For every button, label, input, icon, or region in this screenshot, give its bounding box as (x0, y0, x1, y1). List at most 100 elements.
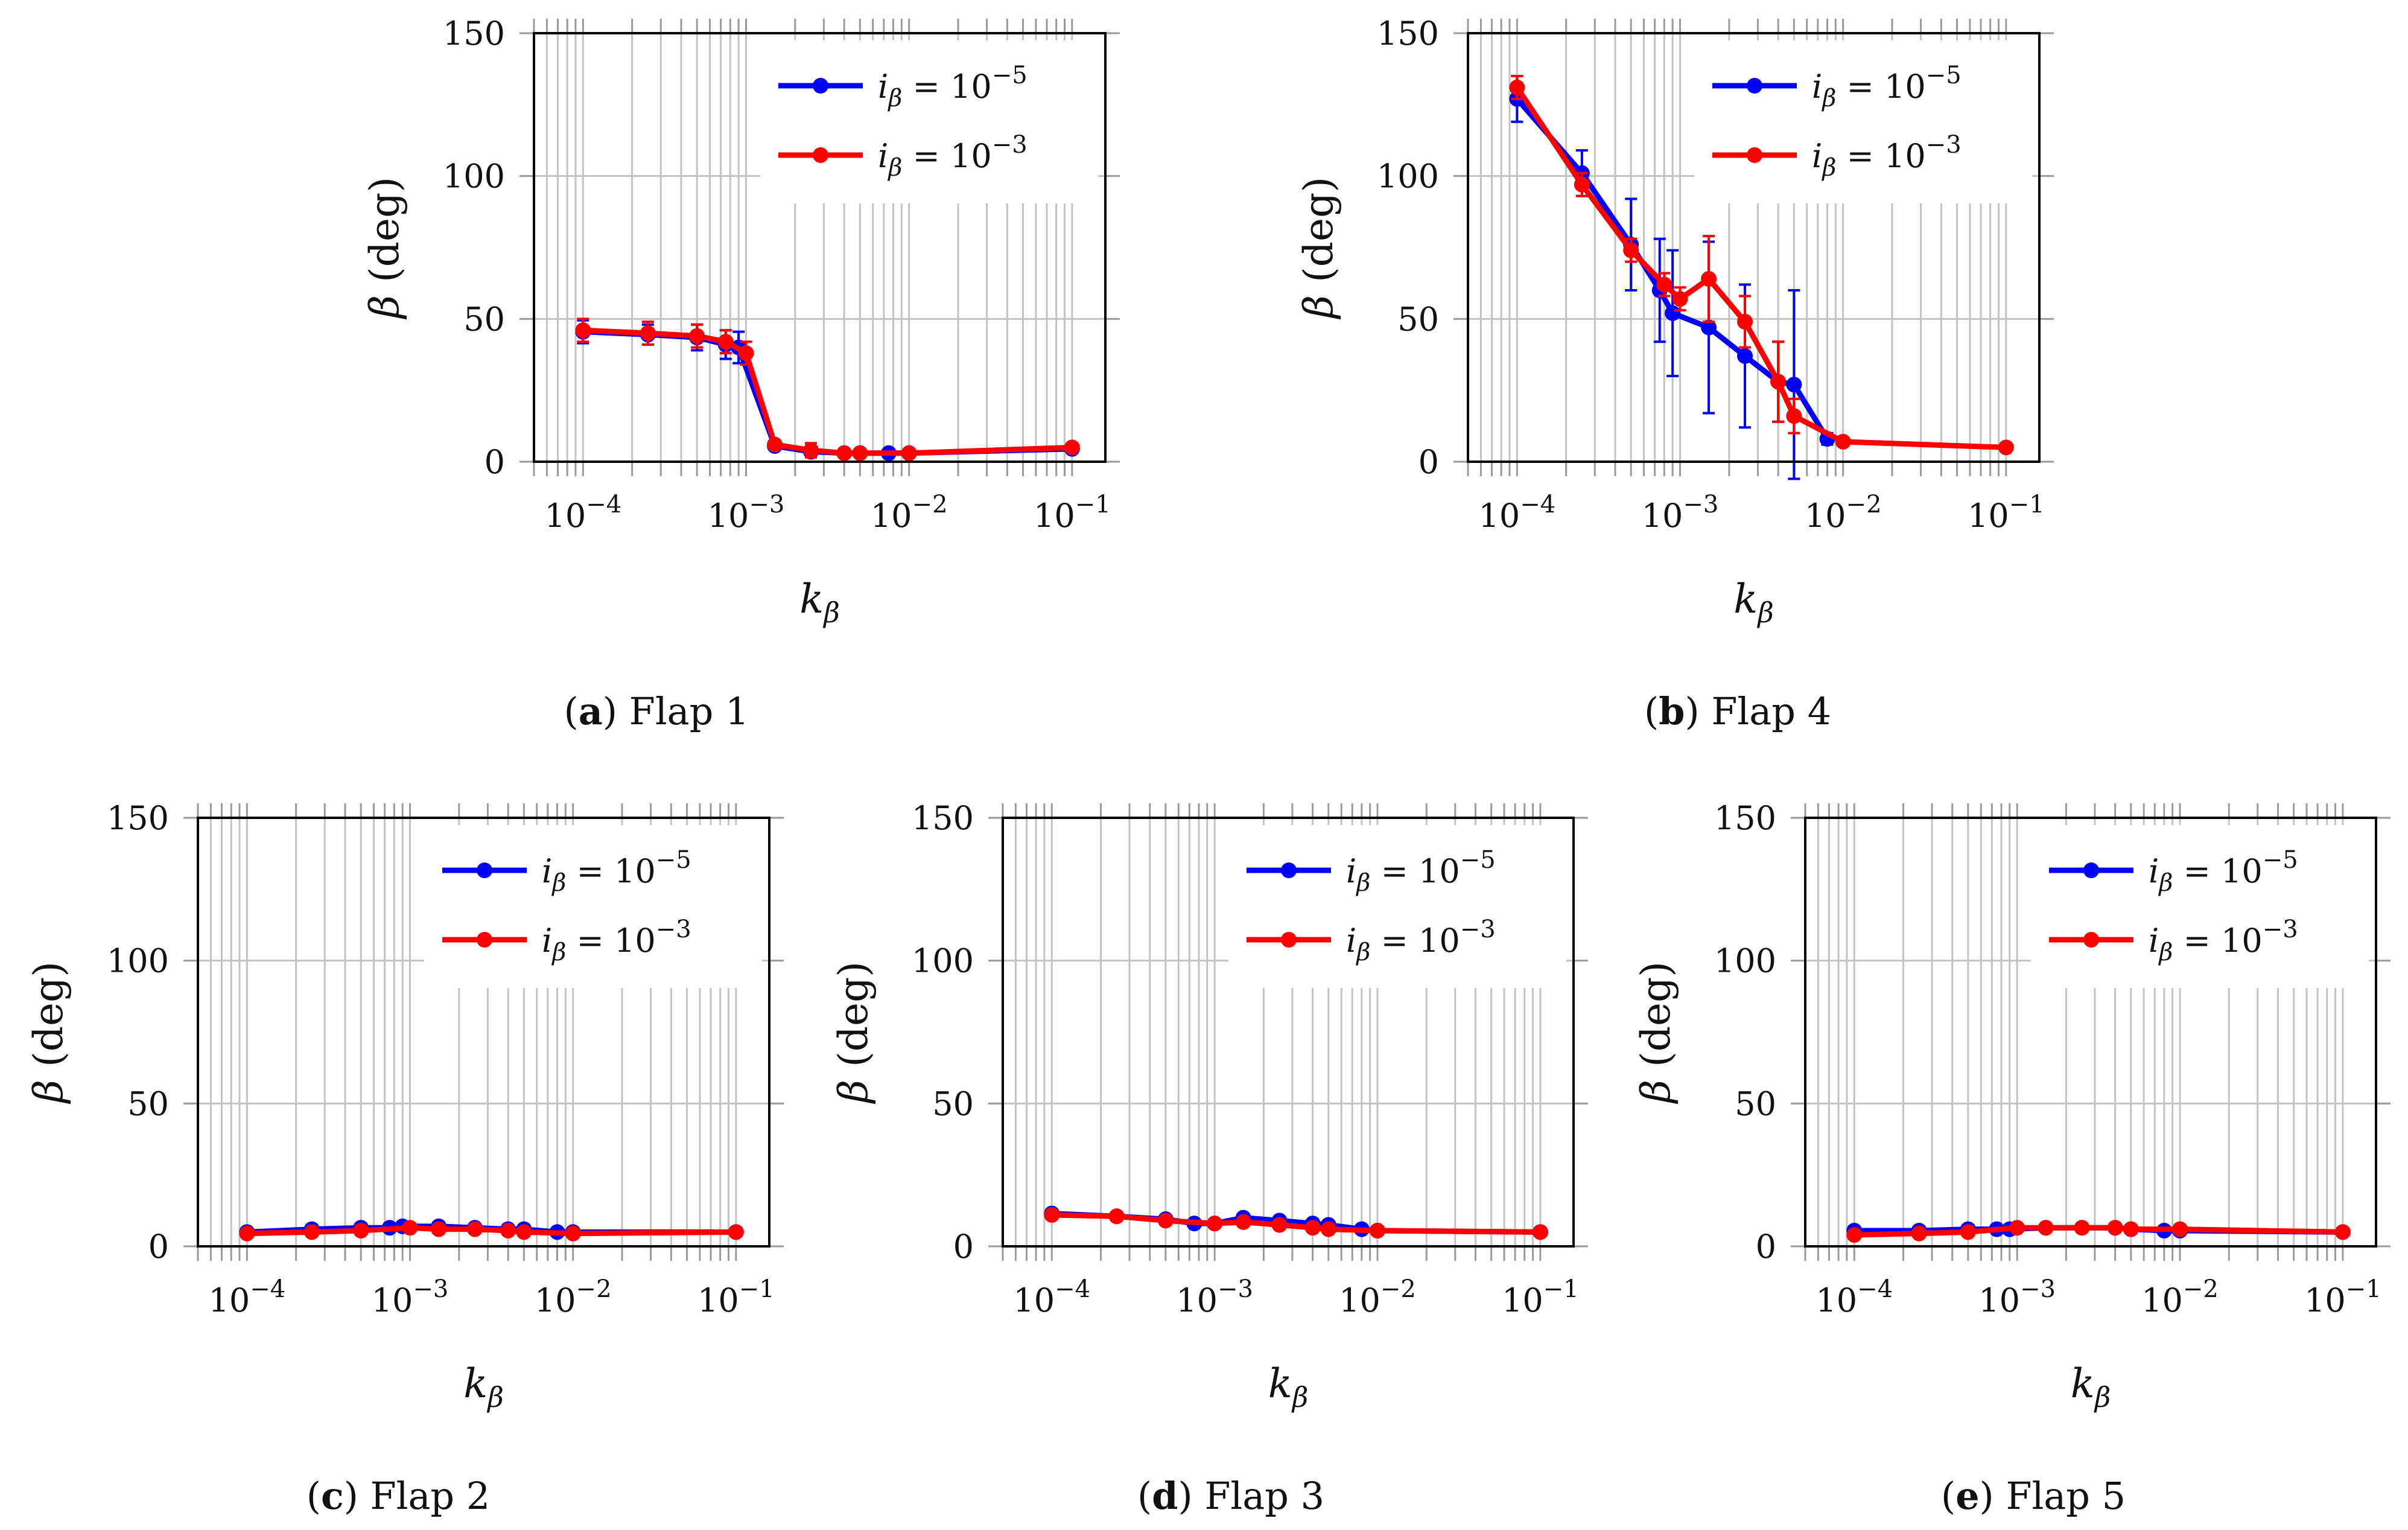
legend-label: iβ = 10−5 (878, 62, 1028, 112)
y-tick-label: 150 (1377, 14, 1439, 53)
data-point (728, 1224, 744, 1240)
data-point (1701, 271, 1717, 287)
data-point (353, 1222, 369, 1238)
legend-marker (477, 862, 492, 878)
chart-panel-e: 0 50 100 150 10−4 10−3 10−2 10−1 kβ β (deg) iβ = 1… (1633, 799, 2391, 1518)
plot-frame (1002, 817, 1575, 1248)
legend-label: iβ = 10−3 (1812, 131, 1962, 182)
x-tick-label: 10−2 (2141, 1275, 2219, 1319)
panel-caption: (c) Flap 2 (307, 1474, 491, 1518)
panel-caption: (e) Flap 5 (1941, 1474, 2126, 1518)
x-axis-label: kβ (1268, 1360, 1309, 1414)
data-point (1911, 1225, 1927, 1242)
data-point (575, 322, 591, 339)
series-red (575, 317, 1080, 461)
series-red (239, 1220, 744, 1242)
legend-marker (813, 78, 828, 94)
series-line (247, 1225, 736, 1237)
y-tick-label: 0 (1756, 1228, 1776, 1266)
panel-caption: (d) Flap 3 (1137, 1474, 1324, 1518)
data-point (2172, 1221, 2188, 1237)
series-red (1846, 1220, 2351, 1243)
data-point (2107, 1220, 2123, 1236)
data-point (901, 445, 917, 461)
x-tick-label: 10−4 (1478, 491, 1555, 535)
y-tick-label: 100 (912, 942, 974, 980)
data-point (1770, 374, 1787, 390)
y-axis-label: β (deg) (25, 961, 72, 1104)
y-tick-label: 0 (484, 443, 505, 481)
y-axis-label: β (deg) (830, 961, 877, 1104)
legend-marker (1281, 862, 1297, 878)
data-point (1574, 176, 1590, 193)
y-tick-label: 150 (107, 799, 169, 837)
series-line (1854, 1225, 2343, 1238)
data-point (1665, 305, 1681, 321)
y-tick-label: 150 (912, 799, 974, 837)
x-tick-label: 10−4 (1013, 1275, 1090, 1319)
legend-box (2031, 825, 2369, 988)
plot-frame (533, 32, 1107, 463)
legend-marker (1281, 932, 1297, 948)
data-point (803, 442, 819, 459)
y-tick-label: 50 (1735, 1085, 1776, 1123)
x-tick-label: 10−2 (535, 1275, 612, 1319)
data-point (1786, 377, 1802, 393)
data-point (1846, 1227, 1863, 1243)
x-axis-label: kβ (799, 576, 840, 629)
legend-label: iβ = 10−3 (1346, 916, 1496, 966)
legend-marker (813, 147, 828, 163)
x-tick-label: 10−4 (208, 1275, 285, 1319)
data-point (738, 345, 754, 362)
legend-marker (2083, 932, 2099, 948)
data-point (1737, 348, 1753, 364)
data-point (1532, 1224, 1548, 1240)
data-point (1320, 1221, 1336, 1237)
data-point (1509, 79, 1525, 95)
data-point (689, 328, 705, 344)
plot-frame (197, 817, 770, 1248)
data-point (1235, 1214, 1251, 1230)
y-tick-label: 100 (107, 942, 169, 980)
legend-marker (1747, 78, 1762, 94)
x-tick-label: 10−2 (871, 491, 948, 535)
legend-label: iβ = 10−5 (542, 846, 691, 897)
data-point (836, 445, 853, 461)
y-axis-label: β (deg) (361, 177, 408, 320)
data-point (500, 1222, 516, 1238)
data-point (303, 1224, 320, 1240)
data-point (852, 445, 868, 461)
data-point (2009, 1220, 2025, 1236)
y-axis-label: β (deg) (1633, 961, 1679, 1104)
legend-label: iβ = 10−3 (878, 131, 1028, 182)
y-tick-label: 0 (1418, 443, 1439, 481)
chart-panel-c: 0 50 100 150 10−4 10−3 10−2 10−1 kβ β (deg) iβ = 1… (25, 799, 784, 1518)
chart-panel-d: 0 50 100 150 10−4 10−3 10−2 10−1 kβ β (deg) iβ = 1… (830, 799, 1588, 1518)
series-line (1514, 97, 1830, 441)
x-axis-label: kβ (1733, 576, 1774, 629)
panel-caption: (b) Flap 4 (1644, 689, 1831, 733)
x-tick-label: 10−3 (1176, 1275, 1253, 1319)
y-tick-label: 150 (1714, 799, 1776, 837)
data-point (2123, 1221, 2139, 1237)
x-axis-label: kβ (463, 1360, 504, 1414)
x-tick-label: 10−2 (1805, 491, 1882, 535)
legend-box (760, 40, 1098, 203)
data-point (1998, 439, 2014, 456)
data-point (1370, 1222, 1386, 1238)
data-point (1108, 1208, 1125, 1225)
legend-box (1694, 40, 2032, 203)
data-point (1271, 1217, 1288, 1233)
data-point (1786, 408, 1802, 424)
y-tick-label: 0 (953, 1228, 974, 1266)
y-tick-label: 50 (1397, 300, 1439, 338)
legend: iβ = 10−5 iβ = 10−3 (1694, 40, 2032, 203)
chart-panel-b: 0 50 100 150 10−4 10−3 10−2 10−1 kβ β (deg) iβ = 1… (1295, 14, 2054, 733)
x-tick-label: 10−1 (697, 1275, 775, 1319)
x-axis-label: kβ (2071, 1360, 2111, 1414)
data-point (2038, 1220, 2054, 1236)
legend: iβ = 10−5 iβ = 10−3 (1228, 825, 1566, 988)
legend: iβ = 10−5 iβ = 10−3 (2031, 825, 2369, 988)
data-point (2074, 1220, 2090, 1236)
